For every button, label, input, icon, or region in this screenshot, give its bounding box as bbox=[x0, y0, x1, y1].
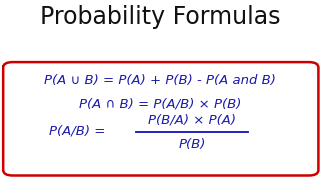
Text: Probability Formulas: Probability Formulas bbox=[40, 5, 280, 29]
Text: P(A ∩ B) = P(A/B) × P(B): P(A ∩ B) = P(A/B) × P(B) bbox=[79, 98, 241, 111]
Text: P(B/A) × P(A): P(B/A) × P(A) bbox=[148, 113, 236, 126]
Text: P(B): P(B) bbox=[178, 138, 206, 151]
Text: P(A/B) =: P(A/B) = bbox=[49, 124, 106, 137]
Text: P(A ∪ B) = P(A) + P(B) - P(A and B): P(A ∪ B) = P(A) + P(B) - P(A and B) bbox=[44, 74, 276, 87]
FancyBboxPatch shape bbox=[3, 62, 318, 176]
